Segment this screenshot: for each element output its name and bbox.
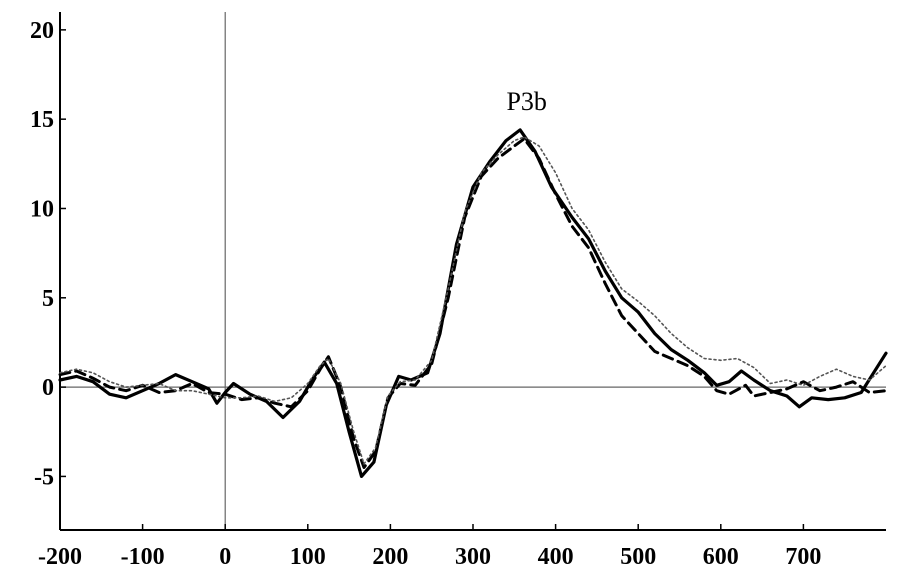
x-tick-label: -200 [38,544,82,570]
x-tick-label: 0 [219,544,231,570]
y-tick-label: 20 [30,18,54,44]
series-line-dotted [59,136,887,465]
peak-annotation: P3b [506,87,546,116]
axes [59,12,886,531]
x-tick-label: 600 [703,544,739,570]
x-tick-label: -100 [121,544,165,570]
x-tick-label: 200 [372,544,408,570]
y-tick-label: 0 [42,375,54,401]
x-tick-label: 500 [620,544,656,570]
x-tick-label: 400 [538,544,574,570]
ticks: -5 0 5 10 15 20 -200 -100 0 100 200 300 400 500 600 700 [30,18,821,570]
y-tick-label: 5 [42,286,54,312]
y-tick-label: 15 [30,107,54,133]
series [58,128,888,478]
series-line-dashed [58,137,888,469]
x-tick-label: 100 [290,544,326,570]
series-line-solid [58,128,888,478]
y-tick-label: -5 [34,464,54,490]
annotations: P3b [506,87,546,116]
y-tick-label: 10 [30,196,54,222]
x-tick-label: 700 [785,544,821,570]
x-tick-label: 300 [455,544,491,570]
